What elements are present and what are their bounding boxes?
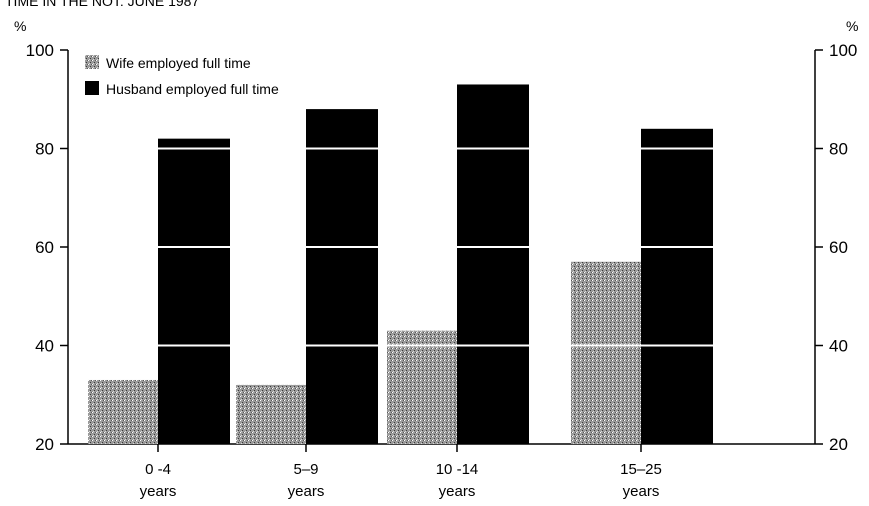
- bar-wife: [236, 384, 308, 444]
- y-tick-label-right: 40: [829, 337, 848, 356]
- bar-husband: [306, 109, 378, 444]
- y-tick-label-right: 100: [829, 41, 857, 60]
- tick-labels: 20 20 40 40 60 60 80 80 100 100 0 -4 years 5–9 years 1…: [26, 41, 858, 500]
- bar-husband: [158, 138, 230, 444]
- bars: [88, 84, 713, 445]
- x-tick-label: 10 -14: [436, 461, 479, 478]
- header-fragment: TIME IN THE NOT: JUNE 1987: [5, 0, 199, 9]
- y-tick-label-left: 20: [35, 435, 54, 454]
- y-unit-left: %: [14, 18, 26, 34]
- legend-label-husband: Husband employed full time: [106, 81, 279, 97]
- x-tick-label: 0 -4: [145, 461, 171, 478]
- bar-wife: [571, 261, 643, 444]
- bar-husband: [641, 128, 713, 445]
- legend: Wife employed full time Husband employed…: [85, 55, 279, 97]
- y-tick-label-right: 20: [829, 435, 848, 454]
- y-tick-label-left: 60: [35, 238, 54, 257]
- x-tick-label: 15–25: [620, 461, 662, 478]
- bar-wife: [88, 379, 160, 444]
- bar-wife: [387, 330, 459, 444]
- legend-swatch-wife: [85, 55, 99, 69]
- legend-label-wife: Wife employed full time: [106, 55, 251, 71]
- x-tick-label-unit: years: [140, 483, 177, 500]
- x-tick-label-unit: years: [439, 483, 476, 500]
- x-tick-label: 5–9: [293, 461, 318, 478]
- legend-swatch-husband: [85, 81, 99, 95]
- y-tick-label-right: 60: [829, 238, 848, 257]
- y-unit-right: %: [846, 18, 858, 34]
- x-tick-label-unit: years: [288, 483, 325, 500]
- bar-husband: [457, 84, 529, 444]
- y-tick-label-left: 80: [35, 140, 54, 159]
- y-tick-label-right: 80: [829, 140, 848, 159]
- y-tick-label-left: 100: [26, 41, 54, 60]
- x-tick-label-unit: years: [623, 483, 660, 500]
- y-tick-label-left: 40: [35, 337, 54, 356]
